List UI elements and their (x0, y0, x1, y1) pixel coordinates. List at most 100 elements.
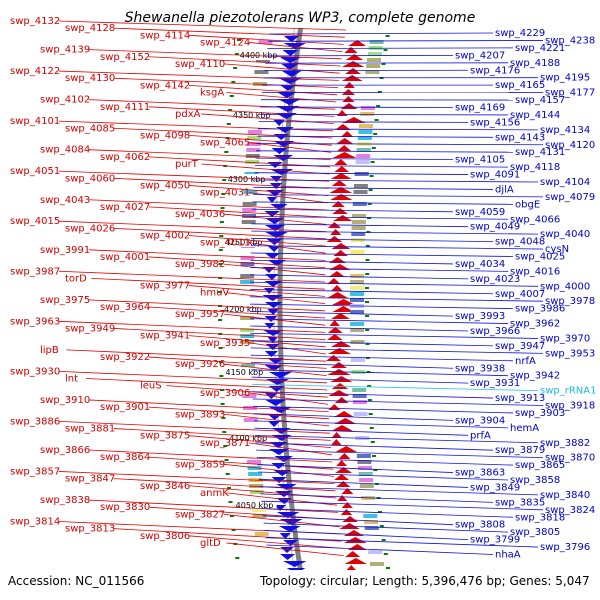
reverse-gene-arrow (283, 540, 299, 546)
label-connector (263, 522, 509, 533)
gene-label: swp_3922 (100, 352, 150, 363)
tick-mark (385, 567, 390, 569)
forward-gene-arrow (341, 502, 353, 508)
label-connector (88, 499, 338, 513)
label-connector (58, 20, 346, 31)
cog-box (353, 412, 368, 416)
label-connector (259, 113, 509, 116)
reverse-gene-arrow (267, 162, 283, 168)
forward-gene-arrow (330, 194, 353, 200)
reverse-gene-arrow (281, 71, 302, 77)
tick-mark (221, 193, 226, 195)
cog-box (246, 148, 261, 152)
forward-gene-arrow (335, 138, 354, 144)
forward-gene-arrow (329, 187, 353, 193)
gene-label: swp_3963 (10, 316, 60, 327)
tick-mark (368, 189, 373, 191)
gene-label: swp_4165 (495, 80, 545, 91)
gene-label: swp_4051 (10, 166, 60, 177)
label-connector (58, 471, 335, 484)
reverse-gene-arrow (280, 85, 296, 91)
label-connector (259, 486, 539, 496)
gene-label: swp_3846 (140, 481, 190, 492)
reverse-gene-arrow (267, 421, 281, 427)
label-connector (113, 77, 338, 88)
cog-box (350, 328, 365, 332)
cog-box (242, 394, 257, 398)
gene-label: swp_3875 (140, 431, 190, 442)
tick-mark (373, 133, 378, 135)
forward-gene-arrow (327, 278, 341, 284)
label-connector (251, 216, 509, 220)
label-connector (248, 442, 332, 456)
tick-mark (377, 91, 382, 93)
reverse-gene-arrow (281, 64, 299, 70)
reverse-gene-arrow (264, 253, 281, 259)
gene-label: swp_3970 (540, 333, 590, 344)
gene-label: swp_4079 (545, 192, 595, 203)
reverse-gene-arrow (266, 379, 290, 385)
forward-gene-arrow (334, 411, 354, 417)
kbp-tick-bg (231, 110, 274, 120)
label-connector (256, 150, 514, 153)
label-connector (113, 428, 331, 441)
label-connector (257, 464, 454, 473)
reverse-gene-arrow (276, 127, 294, 133)
tick-mark (368, 413, 373, 415)
cog-box (359, 124, 373, 128)
reverse-gene-arrow (277, 99, 301, 105)
label-connector (250, 340, 494, 347)
cog-box (249, 484, 264, 488)
gene-label: swp_3993 (455, 311, 505, 322)
tick-mark (235, 557, 240, 559)
gene-label: swp_4105 (455, 155, 505, 166)
cog-box (351, 358, 365, 362)
cog-box (247, 136, 262, 140)
reverse-gene-arrow (264, 365, 284, 371)
gene-label: swp_3966 (470, 326, 520, 337)
label-connector (148, 306, 326, 319)
label-connector (113, 478, 336, 492)
reverse-gene-arrow (274, 456, 294, 462)
tick-mark (365, 301, 369, 303)
tick-mark (365, 287, 369, 289)
cog-box (366, 64, 381, 68)
forward-gene-arrow (330, 173, 352, 179)
label-connector (166, 385, 328, 398)
label-connector (250, 259, 454, 265)
cog-box (350, 286, 365, 290)
gene-label: ksgA (200, 88, 224, 99)
forward-gene-arrow (345, 68, 361, 74)
tick-mark (378, 511, 382, 513)
label-connector (251, 362, 454, 369)
cog-box (364, 526, 379, 530)
gene-label: swp_3982 (175, 259, 225, 270)
reverse-gene-arrow (264, 323, 275, 329)
forward-gene-arrow (336, 460, 347, 466)
cog-box (240, 262, 255, 266)
forward-gene-arrow (345, 551, 361, 557)
forward-gene-arrow (328, 390, 350, 396)
cog-box (240, 334, 255, 338)
label-connector (253, 413, 454, 421)
label-connector (250, 347, 544, 354)
cog-box (245, 160, 260, 164)
cog-box (245, 154, 260, 158)
gene-label: swp_4065 (200, 138, 250, 149)
gene-label: swp_3942 (510, 371, 560, 382)
gene-label: swp_3847 (65, 474, 115, 485)
label-connector (91, 278, 326, 290)
cog-box (350, 340, 365, 344)
gene-label: swp_4110 (175, 59, 225, 70)
gene-label: hemA (510, 423, 539, 434)
gene-label: obgE (515, 199, 540, 210)
gene-label: swp_4130 (65, 73, 115, 84)
label-connector (251, 223, 469, 228)
reverse-gene-arrow (278, 526, 301, 532)
gene-label: swp_3903 (515, 408, 565, 419)
gene-label: prfA (470, 430, 491, 441)
label-connector (258, 121, 469, 123)
label-connector (85, 378, 328, 391)
cog-box (252, 514, 267, 518)
forward-gene-arrow (334, 166, 350, 172)
